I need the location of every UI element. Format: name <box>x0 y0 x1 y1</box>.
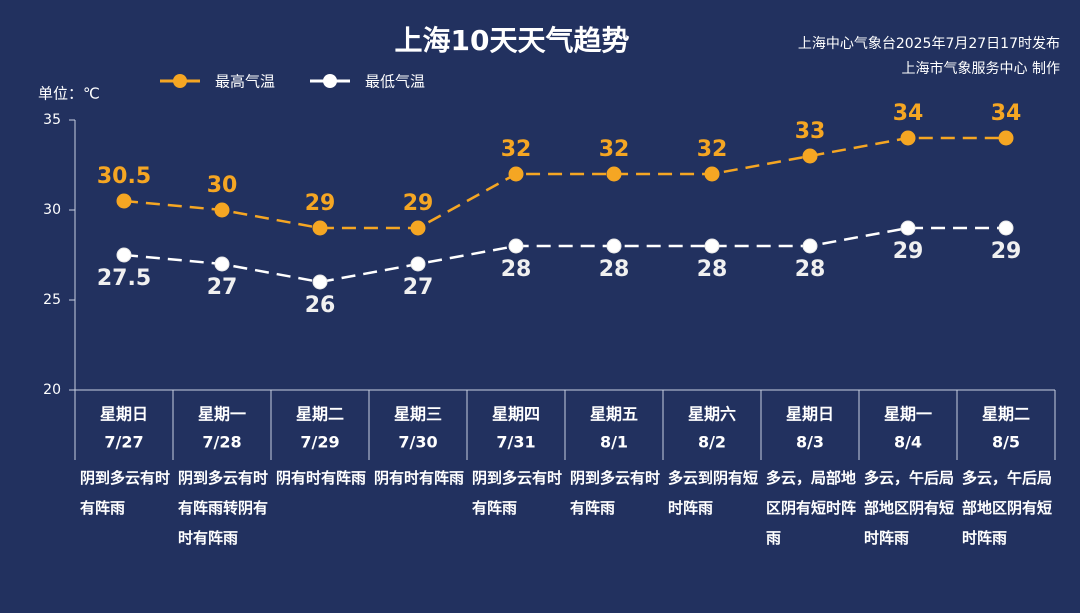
point <box>704 238 720 254</box>
point <box>900 130 916 146</box>
point <box>214 256 230 272</box>
series-line <box>123 226 1006 284</box>
chart-title: 上海10天天气趋势 <box>395 24 630 57</box>
weather-desc: 多云，午后局部地区阴有短时阵雨 <box>864 469 955 547</box>
weather-desc: 阴有时有阵雨 <box>374 469 465 487</box>
unit-label: 单位：℃ <box>38 85 100 103</box>
point <box>410 220 426 236</box>
weekday-label: 星期六 <box>688 405 736 424</box>
weather-desc: 阴有时有阵雨 <box>276 469 367 487</box>
data-label: 32 <box>697 137 728 162</box>
weekday-label: 星期日 <box>786 405 834 424</box>
weather-desc: 多云，午后局部地区阴有短时阵雨 <box>962 469 1053 547</box>
weekday-label: 星期一 <box>198 405 246 424</box>
x-tick-label: 8/1 <box>600 433 628 452</box>
data-label: 32 <box>501 137 532 162</box>
point <box>116 193 132 209</box>
legend-label: 最高气温 <box>215 73 275 91</box>
weekday-label: 星期三 <box>394 405 442 424</box>
legend-marker <box>323 74 337 88</box>
data-label: 30 <box>207 173 238 198</box>
y-tick-label: 25 <box>43 292 61 308</box>
weather-desc: 多云，局部地区阴有短时阵雨 <box>766 469 857 547</box>
series-line <box>123 136 1006 230</box>
weekday-label: 星期二 <box>982 405 1030 424</box>
x-tick-label: 7/28 <box>202 433 241 452</box>
point <box>998 220 1014 236</box>
legend-marker <box>173 74 187 88</box>
point <box>606 166 622 182</box>
x-tick-label: 7/30 <box>398 433 437 452</box>
point <box>508 166 524 182</box>
data-label: 28 <box>795 257 826 282</box>
data-label: 34 <box>991 101 1022 126</box>
weekday-label: 星期二 <box>296 405 344 424</box>
weekday-label: 星期日 <box>100 405 148 424</box>
weekday-label: 星期五 <box>590 405 638 424</box>
source: 上海市气象服务中心 制作 <box>902 60 1060 77</box>
y-tick-label: 30 <box>43 202 61 218</box>
x-tick-label: 8/3 <box>796 433 824 452</box>
data-label: 28 <box>599 257 630 282</box>
point <box>704 166 720 182</box>
weather-desc: 阴到多云有时有阵雨 <box>472 469 563 517</box>
source: 上海中心气象台2025年7月27日17时发布 <box>798 36 1060 52</box>
data-label: 27 <box>403 275 434 300</box>
point <box>116 247 132 263</box>
point <box>214 202 230 218</box>
data-label: 29 <box>893 239 924 264</box>
x-tick-label: 7/31 <box>496 433 535 452</box>
point <box>508 238 524 254</box>
x-tick-label: 7/29 <box>300 433 339 452</box>
legend-label: 最低气温 <box>365 73 425 91</box>
data-label: 29 <box>991 239 1022 264</box>
weekday-label: 星期四 <box>492 405 540 424</box>
data-label: 29 <box>305 191 336 216</box>
point <box>312 274 328 290</box>
data-label: 30.5 <box>97 164 151 189</box>
x-tick-label: 7/27 <box>104 433 143 452</box>
data-label: 27 <box>207 275 238 300</box>
data-label: 29 <box>403 191 434 216</box>
data-label: 32 <box>599 137 630 162</box>
weekday-label: 星期一 <box>884 405 932 424</box>
x-tick-label: 8/5 <box>992 433 1020 452</box>
point <box>802 238 818 254</box>
weather-desc: 阴到多云有时有阵雨转阴有时有阵雨 <box>178 469 269 547</box>
data-label: 28 <box>697 257 728 282</box>
data-label: 27.5 <box>97 266 151 291</box>
point <box>410 256 426 272</box>
point <box>802 148 818 164</box>
data-label: 33 <box>795 119 826 144</box>
point <box>606 238 622 254</box>
data-label: 28 <box>501 257 532 282</box>
weather-desc: 阴到多云有时有阵雨 <box>80 469 171 517</box>
data-label: 34 <box>893 101 924 126</box>
weather-desc: 阴到多云有时有阵雨 <box>570 469 661 517</box>
weather-desc: 多云到阴有短时阵雨 <box>668 469 759 517</box>
point <box>312 220 328 236</box>
point <box>900 220 916 236</box>
point <box>998 130 1014 146</box>
y-tick-label: 35 <box>43 112 61 128</box>
data-label: 26 <box>305 293 336 318</box>
x-tick-label: 8/2 <box>698 433 726 452</box>
y-tick-label: 20 <box>43 382 61 398</box>
x-tick-label: 8/4 <box>894 433 922 452</box>
